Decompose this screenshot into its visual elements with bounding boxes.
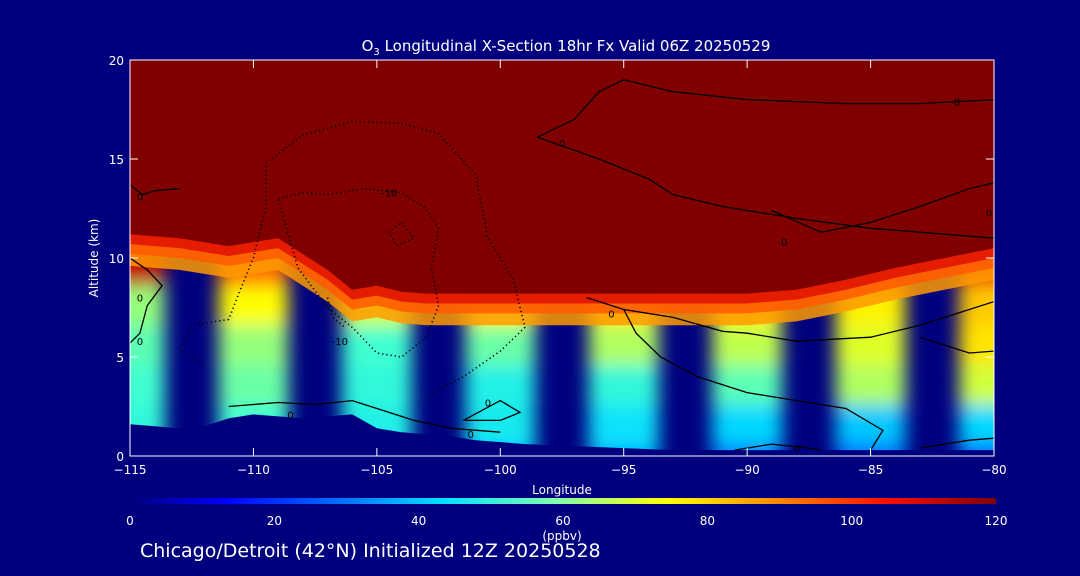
colorbar-tick-label: 120 bbox=[985, 514, 1008, 528]
terrain-mask bbox=[130, 414, 994, 456]
x-tick-label: −110 bbox=[237, 463, 270, 477]
contour-label: 0 bbox=[793, 444, 799, 455]
contour-label: 0 bbox=[485, 399, 491, 410]
x-tick-label: −115 bbox=[114, 463, 147, 477]
contour-line-zero bbox=[919, 336, 994, 354]
contour-line-zero bbox=[228, 399, 501, 433]
colorbar bbox=[130, 498, 996, 504]
y-tick-label: 5 bbox=[116, 351, 124, 365]
contour-line-zero bbox=[537, 136, 994, 239]
y-tick-label: 20 bbox=[109, 54, 124, 68]
colorbar-unit: (ppbv) bbox=[542, 529, 581, 543]
contour-label: 0 bbox=[781, 238, 787, 249]
contour-line-zero bbox=[462, 399, 522, 422]
contour-line-zero bbox=[919, 437, 994, 449]
contour-label: 0 bbox=[559, 139, 565, 150]
x-tick-label: −90 bbox=[734, 463, 759, 477]
x-tick-label: −105 bbox=[360, 463, 393, 477]
contour-label: 0 bbox=[986, 209, 992, 220]
y-axis-label: Altitude (km) bbox=[87, 219, 101, 298]
contour-label: 0 bbox=[137, 193, 143, 204]
colorbar-tick-label: 0 bbox=[126, 514, 134, 528]
y-tick-label: 10 bbox=[109, 252, 124, 266]
x-axis-label: Longitude bbox=[532, 483, 592, 497]
contour-label: 0 bbox=[287, 410, 293, 421]
run-info-footer: Chicago/Detroit (42°N) Initialized 12Z 2… bbox=[140, 540, 601, 562]
ozone-band bbox=[130, 60, 994, 294]
colorbar-tick-label: 100 bbox=[840, 514, 863, 528]
contour-label: 0 bbox=[468, 430, 474, 441]
y-axis-ticks: 0 5 10 15 20 bbox=[109, 54, 994, 464]
contour-line-zero bbox=[623, 309, 884, 451]
x-tick-label: −80 bbox=[981, 463, 1006, 477]
contour-label: 0 bbox=[954, 98, 960, 109]
contour-label: 0 bbox=[137, 337, 143, 348]
x-tick-label: −85 bbox=[858, 463, 883, 477]
y-tick-label: 0 bbox=[116, 450, 124, 464]
y-tick-label: 15 bbox=[109, 153, 124, 167]
colorbar-ticks: 0 20 40 60 80 100 120 bbox=[126, 514, 1007, 528]
contour-line-zero bbox=[771, 182, 994, 233]
contour-line-zero bbox=[130, 184, 180, 196]
x-axis-ticks: −115 −110 −105 −100 −95 −90 −85 −80 bbox=[114, 60, 1007, 477]
chart-title: O3 Longitudinal X-Section 18hr Fx Valid … bbox=[362, 37, 771, 58]
contour-line-zero bbox=[130, 257, 163, 344]
colorbar-tick-label: 60 bbox=[555, 514, 570, 528]
contour-label: 0 bbox=[137, 294, 143, 305]
contour-line-zero bbox=[586, 296, 994, 342]
x-tick-label: −95 bbox=[611, 463, 636, 477]
x-tick-label: −100 bbox=[484, 463, 517, 477]
contours: 0 0 0 0 0 0 0 0 0 0 0 0 -10 -10 bbox=[130, 79, 994, 455]
contour-label: 0 bbox=[608, 309, 614, 320]
plot-area: 0 0 0 0 0 0 0 0 0 0 0 0 -10 -10 bbox=[130, 60, 994, 456]
contour-line-negative bbox=[178, 120, 526, 398]
stratosphere-high-ozone bbox=[130, 60, 994, 326]
contour-label: -10 bbox=[332, 337, 348, 348]
contour-line-zero bbox=[734, 443, 822, 451]
colorbar-tick-label: 80 bbox=[700, 514, 715, 528]
contour-line-zero bbox=[537, 79, 994, 138]
contour-line-negative bbox=[388, 221, 416, 248]
contour-label: -10 bbox=[381, 189, 397, 200]
colorbar-tick-label: 40 bbox=[411, 514, 426, 528]
colorbar-tick-label: 20 bbox=[267, 514, 282, 528]
